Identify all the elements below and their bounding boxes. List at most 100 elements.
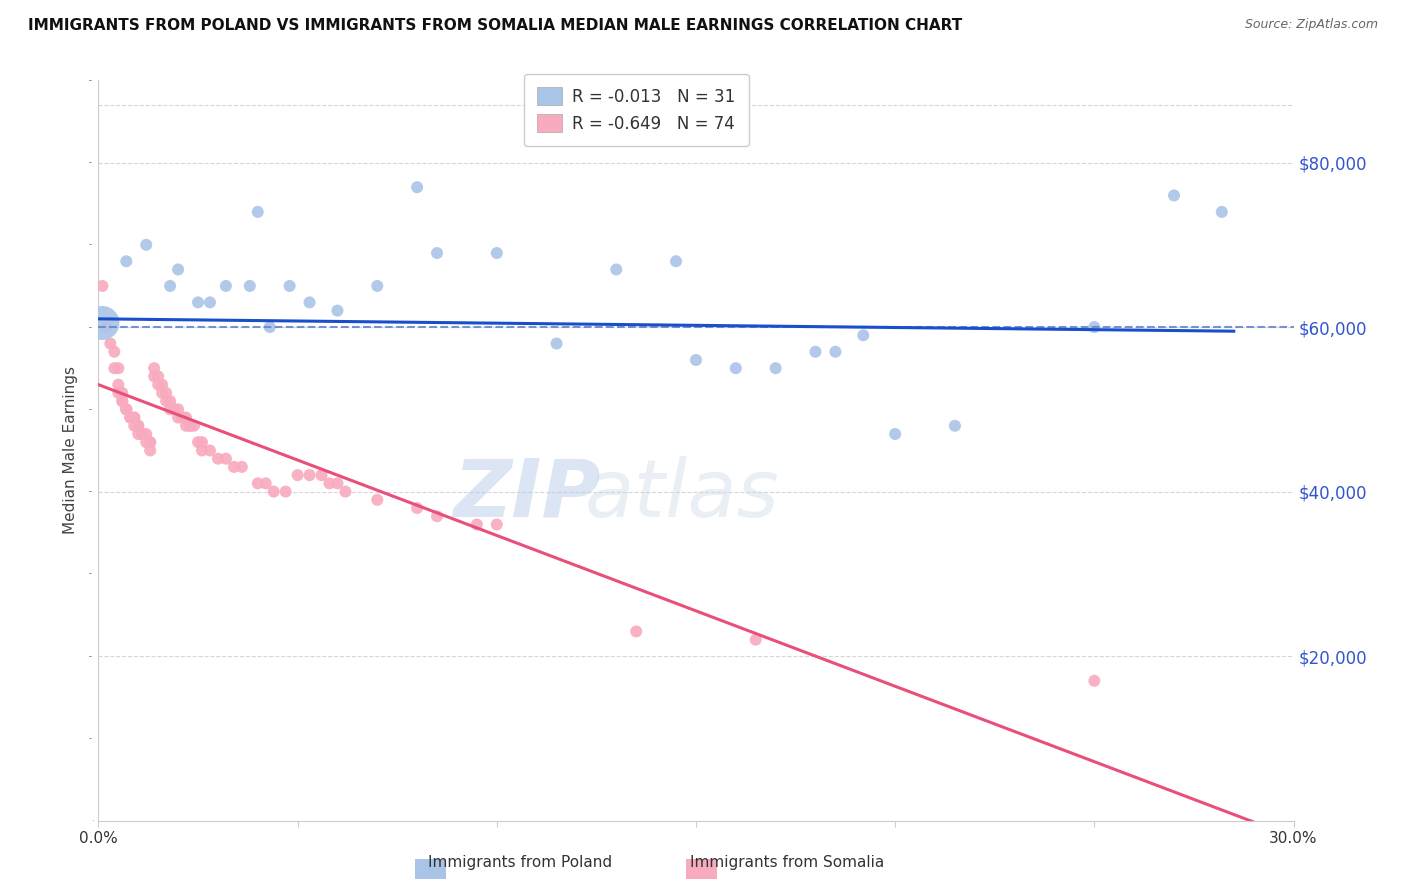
Point	[191, 435, 214, 450]
Point	[107, 385, 129, 400]
Point	[139, 435, 162, 450]
Point	[326, 476, 349, 491]
Point	[135, 427, 157, 442]
Point	[246, 205, 269, 219]
Point	[124, 418, 146, 433]
Point	[167, 262, 190, 277]
Point	[174, 410, 197, 425]
Point	[824, 344, 846, 359]
Point	[98, 336, 122, 351]
Point	[311, 468, 333, 483]
Point	[150, 385, 173, 400]
Point	[107, 377, 129, 392]
Text: atlas: atlas	[585, 456, 779, 534]
Point	[259, 320, 281, 334]
Point	[884, 427, 907, 442]
Point	[167, 410, 190, 425]
Point	[139, 435, 162, 450]
Point	[406, 501, 429, 516]
Point	[406, 180, 429, 194]
Point	[107, 361, 129, 376]
Point	[485, 517, 508, 532]
Point	[127, 427, 149, 442]
Point	[111, 385, 134, 400]
Point	[135, 435, 157, 450]
Point	[124, 410, 146, 425]
Point	[335, 484, 357, 499]
Point	[626, 624, 648, 639]
Point	[148, 377, 170, 392]
Point	[115, 402, 138, 417]
Point	[246, 476, 269, 491]
Point	[127, 418, 149, 433]
Point	[366, 492, 388, 507]
Text: Immigrants from Somalia: Immigrants from Somalia	[690, 855, 884, 870]
Point	[546, 336, 568, 351]
Point	[274, 484, 297, 499]
Point	[103, 361, 125, 376]
Point	[326, 303, 349, 318]
Legend: R = -0.013   N = 31, R = -0.649   N = 74: R = -0.013 N = 31, R = -0.649 N = 74	[524, 74, 748, 146]
Point	[155, 385, 177, 400]
Point	[287, 468, 309, 483]
Point	[124, 410, 146, 425]
Point	[139, 443, 162, 458]
Point	[150, 377, 173, 392]
Point	[465, 517, 488, 532]
Point	[685, 353, 707, 368]
Point	[485, 246, 508, 260]
Point	[215, 279, 238, 293]
Point	[278, 279, 301, 293]
Y-axis label: Median Male Earnings: Median Male Earnings	[63, 367, 79, 534]
Point	[1163, 188, 1185, 202]
Point	[127, 418, 149, 433]
Point	[198, 295, 221, 310]
Point	[115, 402, 138, 417]
Point	[159, 279, 181, 293]
Text: Immigrants from Poland: Immigrants from Poland	[429, 855, 612, 870]
Point	[120, 410, 142, 425]
Point	[231, 459, 253, 474]
Point	[187, 295, 209, 310]
Point	[155, 394, 177, 409]
Point	[159, 402, 181, 417]
Point	[207, 451, 229, 466]
Point	[172, 410, 194, 425]
Point	[148, 369, 170, 384]
Point	[103, 344, 125, 359]
Point	[96, 320, 118, 334]
Point	[120, 410, 142, 425]
Point	[198, 443, 221, 458]
Point	[143, 361, 166, 376]
Point	[1083, 320, 1105, 334]
Point	[191, 443, 214, 458]
Point	[183, 418, 205, 433]
Text: Source: ZipAtlas.com: Source: ZipAtlas.com	[1244, 18, 1378, 31]
Point	[263, 484, 285, 499]
Point	[167, 402, 190, 417]
Point	[111, 394, 134, 409]
Point	[159, 394, 181, 409]
Point	[665, 254, 688, 268]
Point	[174, 418, 197, 433]
Point	[91, 316, 114, 330]
Point	[115, 402, 138, 417]
Text: IMMIGRANTS FROM POLAND VS IMMIGRANTS FROM SOMALIA MEDIAN MALE EARNINGS CORRELATI: IMMIGRANTS FROM POLAND VS IMMIGRANTS FRO…	[28, 18, 962, 33]
Point	[298, 295, 321, 310]
Point	[745, 632, 768, 647]
Point	[111, 394, 134, 409]
Point	[115, 254, 138, 268]
Point	[426, 509, 449, 524]
Point	[1083, 673, 1105, 688]
Text: ZIP: ZIP	[453, 456, 600, 534]
Point	[163, 402, 186, 417]
Point	[366, 279, 388, 293]
Point	[91, 279, 114, 293]
Point	[804, 344, 827, 359]
Point	[135, 237, 157, 252]
Point	[179, 418, 201, 433]
Point	[254, 476, 277, 491]
Point	[318, 476, 340, 491]
Point	[426, 246, 449, 260]
Point	[131, 427, 153, 442]
